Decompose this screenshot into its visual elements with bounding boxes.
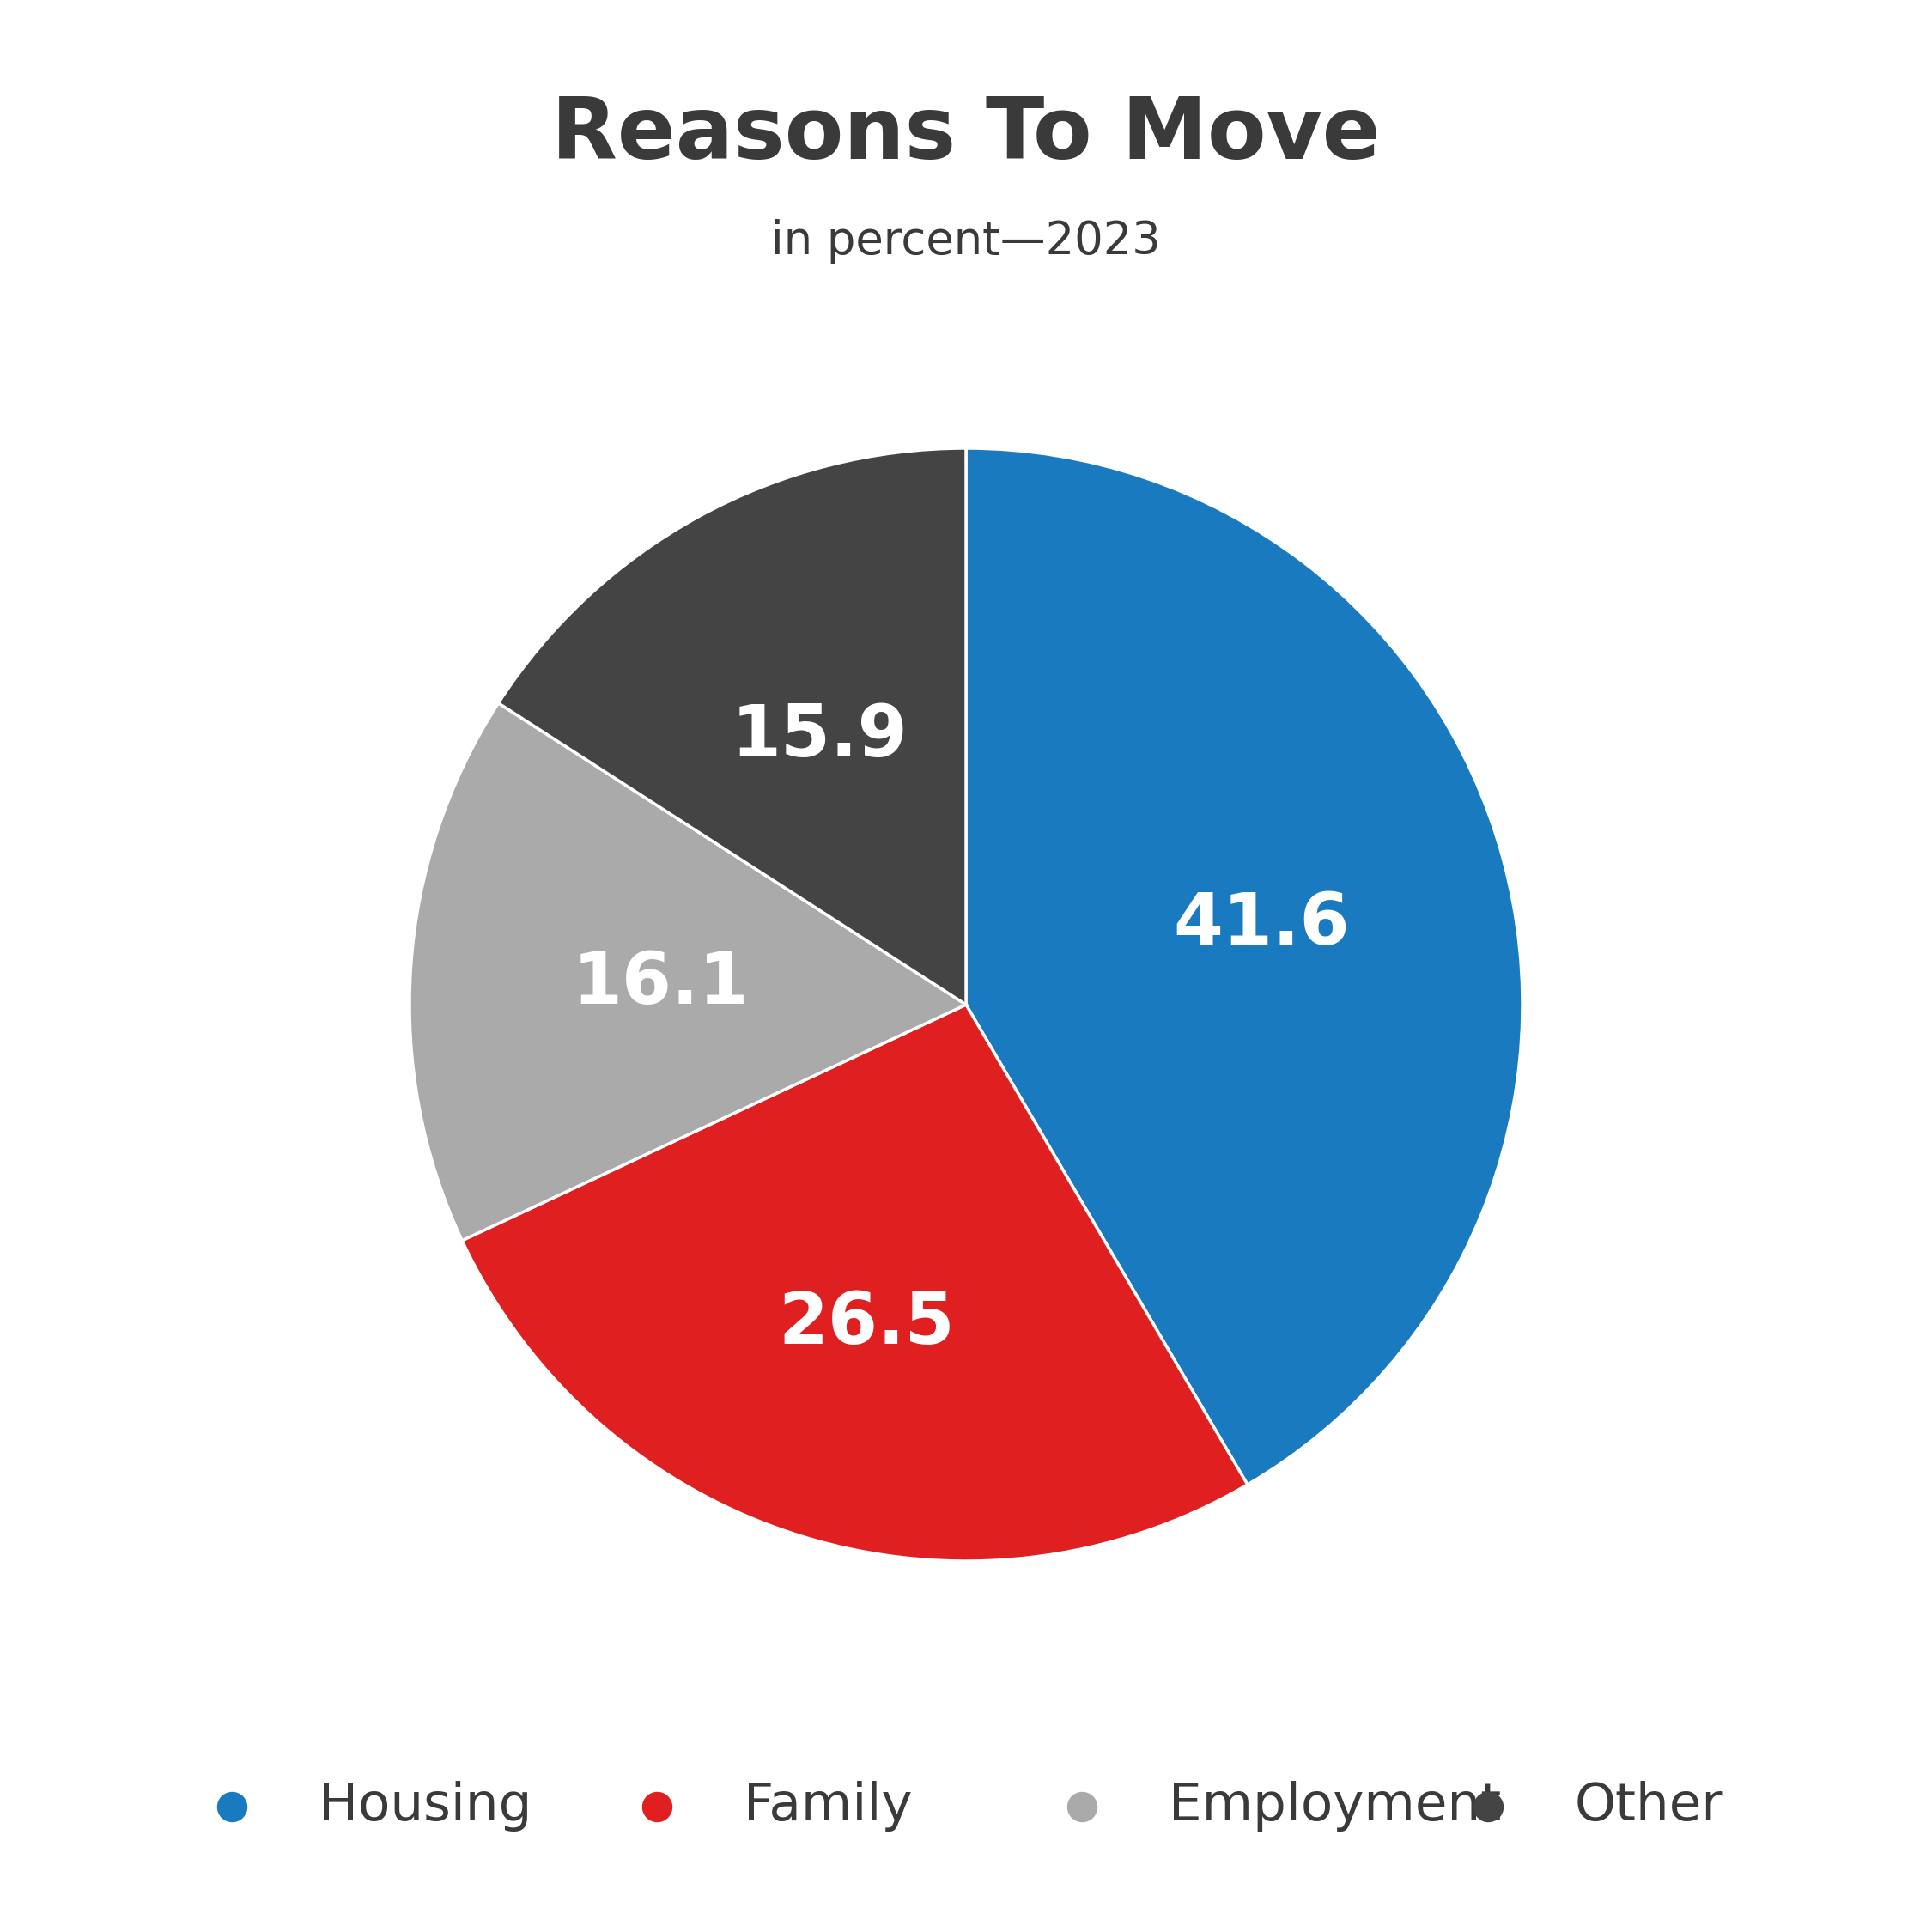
Text: in percent—2023: in percent—2023 xyxy=(771,218,1161,265)
Wedge shape xyxy=(462,1005,1248,1561)
Text: Housing: Housing xyxy=(319,1781,531,1832)
Text: 15.9: 15.9 xyxy=(730,701,908,771)
Text: Reasons To Move: Reasons To Move xyxy=(551,93,1381,178)
Wedge shape xyxy=(498,448,966,1005)
Text: Other: Other xyxy=(1575,1781,1723,1832)
Text: Employment: Employment xyxy=(1169,1781,1501,1832)
Text: 26.5: 26.5 xyxy=(779,1289,954,1358)
Text: Family: Family xyxy=(744,1781,912,1832)
Text: 41.6: 41.6 xyxy=(1173,889,1350,958)
Wedge shape xyxy=(966,448,1522,1484)
Wedge shape xyxy=(410,703,966,1240)
Text: 16.1: 16.1 xyxy=(572,949,750,1018)
